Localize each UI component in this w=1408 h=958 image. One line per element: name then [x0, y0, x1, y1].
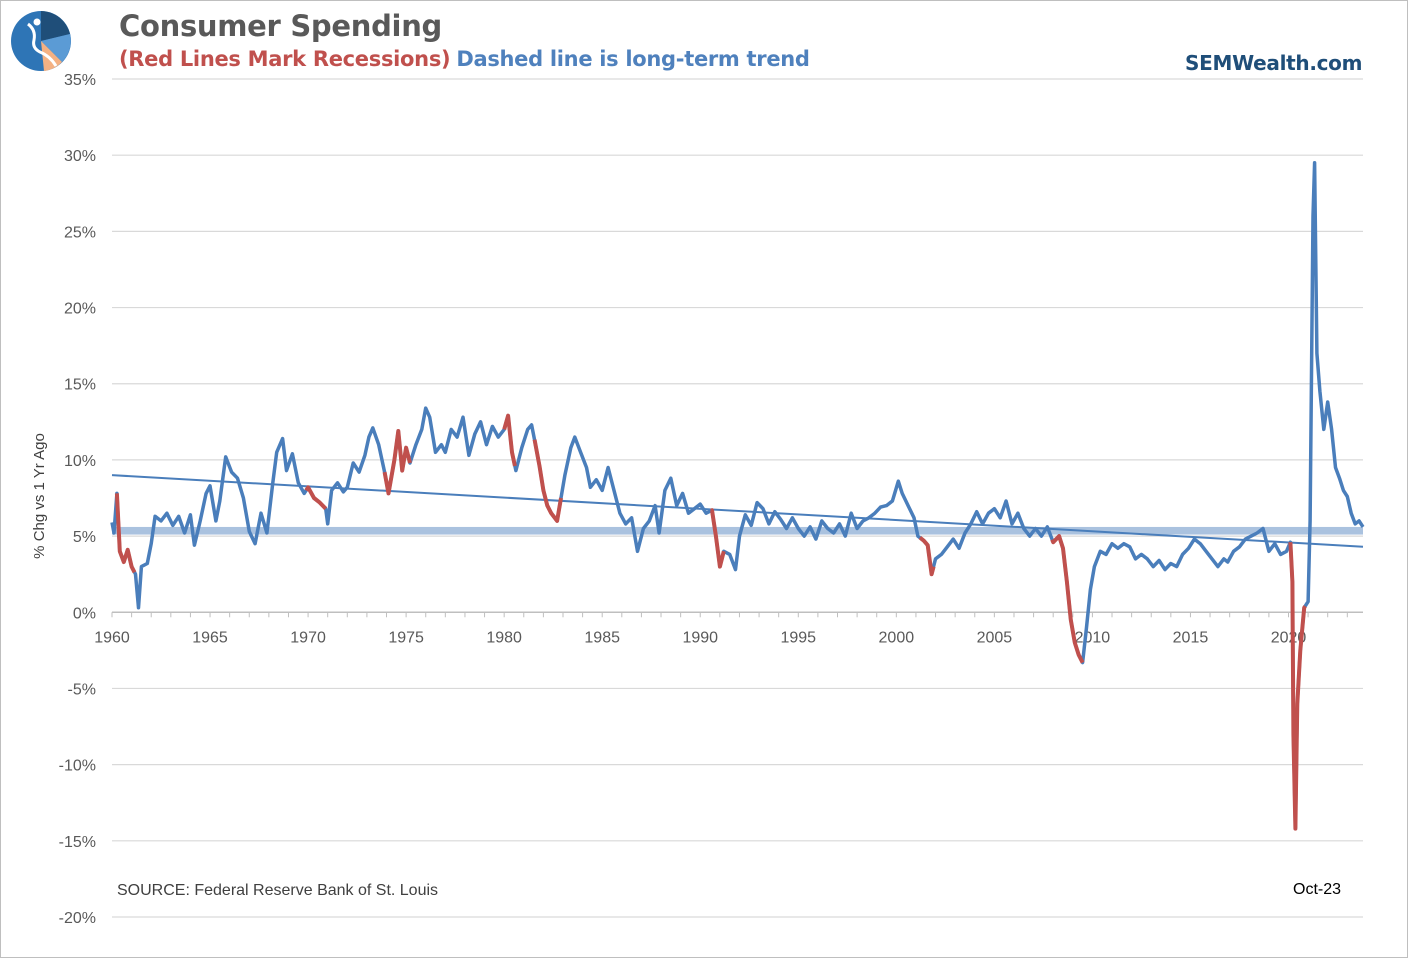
date-label: Oct-23: [1293, 881, 1342, 898]
y-tick-label: 0%: [73, 605, 96, 622]
y-tick-label: -20%: [59, 910, 96, 927]
recession-segment: [114, 493, 137, 574]
semwealth-logo-icon: [11, 11, 71, 71]
x-tick-label: 1995: [780, 629, 816, 646]
recession-segment: [1288, 542, 1307, 831]
y-tick-label: 35%: [64, 72, 96, 89]
chart-title: Consumer Spending: [119, 9, 443, 43]
y-tick-label: 10%: [64, 453, 96, 470]
recession-segment: [502, 413, 517, 467]
x-tick-label: 2005: [977, 629, 1013, 646]
x-tick-label: 1980: [486, 629, 522, 646]
trend-line: [111, 474, 1364, 548]
x-tick-labels: 1960 1965 1970 1975 1980 1985 1990 1995 2000 2005…: [94, 629, 1306, 646]
x-tick-label: 1970: [290, 629, 326, 646]
gridlines: [112, 78, 1363, 918]
series-lines: [110, 161, 1365, 831]
spending-line: [110, 161, 1365, 831]
average-band: [112, 526, 1363, 535]
trend-line-path: [111, 474, 1364, 548]
subtitle-recession-note: (Red Lines Mark Recessions): [119, 47, 451, 71]
brand-label: SEMWealth.com: [1185, 51, 1363, 75]
x-tick-label: 1985: [584, 629, 620, 646]
y-tick-label: 20%: [64, 301, 96, 318]
y-tick-label: 15%: [64, 377, 96, 394]
y-tick-label: -15%: [59, 834, 96, 851]
x-tick-label: 2020: [1271, 629, 1307, 646]
recession-segment: [304, 485, 328, 511]
average-band-rect: [112, 526, 1363, 535]
x-axis: [111, 611, 1363, 618]
source-note: SOURCE: Federal Reserve Bank of St. Loui…: [117, 882, 439, 899]
y-axis-label: % Chg vs 1 Yr Ago: [31, 433, 48, 559]
x-tick-label: 1990: [682, 629, 718, 646]
y-tick-label: 5%: [73, 529, 96, 546]
recession-segment: [710, 508, 726, 569]
x-tick-label: 1960: [94, 629, 130, 646]
x-tick-label: 1975: [388, 629, 424, 646]
x-tick-label: 2000: [879, 629, 915, 646]
recession-segment: [918, 536, 936, 577]
x-tick-label: 2010: [1075, 629, 1111, 646]
recession-segment: [382, 429, 412, 496]
y-tick-label: 30%: [64, 148, 96, 165]
y-tick-label: -10%: [59, 758, 96, 775]
x-tick-label: 1965: [192, 629, 228, 646]
y-tick-label: 25%: [64, 224, 96, 241]
recession-segment: [1050, 534, 1085, 664]
y-tick-label: -5%: [68, 681, 96, 698]
recession-segment: [532, 439, 563, 523]
subtitle-trend-note: Dashed line is long-term trend: [456, 47, 810, 71]
x-tick-label: 2015: [1173, 629, 1209, 646]
chart-subtitle: (Red Lines Mark Recessions) Dashed line i…: [119, 47, 810, 71]
y-axis: -20% -15% -10% -5% 0% 5% 10% 15% 20% 25% 30% 35%: [59, 72, 96, 927]
